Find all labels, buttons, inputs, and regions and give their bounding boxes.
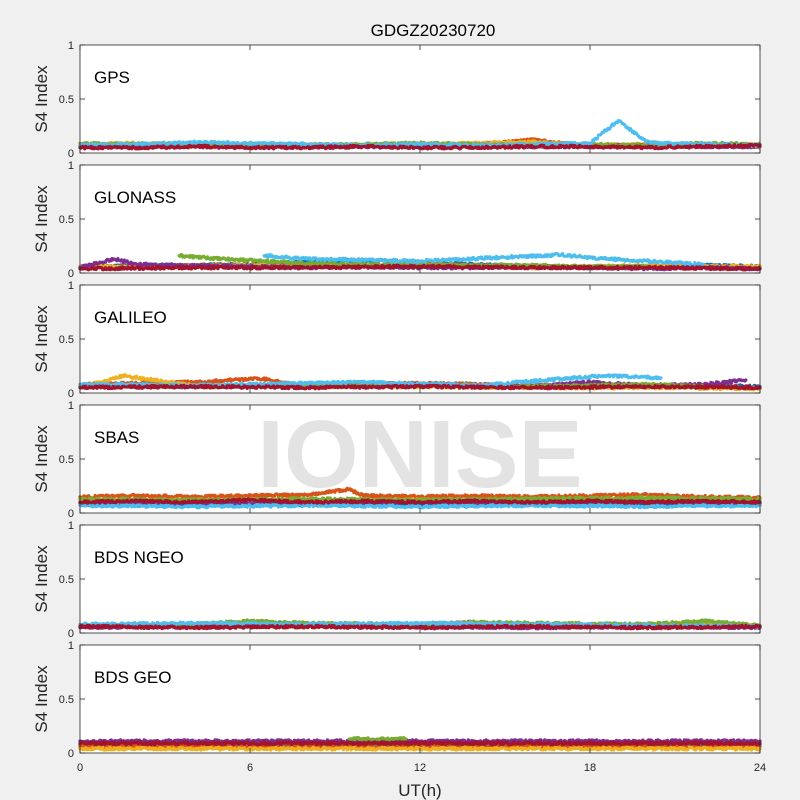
plot-area (80, 45, 760, 153)
data-point (596, 137, 599, 140)
figure-title: GDGZ20230720 (371, 21, 496, 40)
